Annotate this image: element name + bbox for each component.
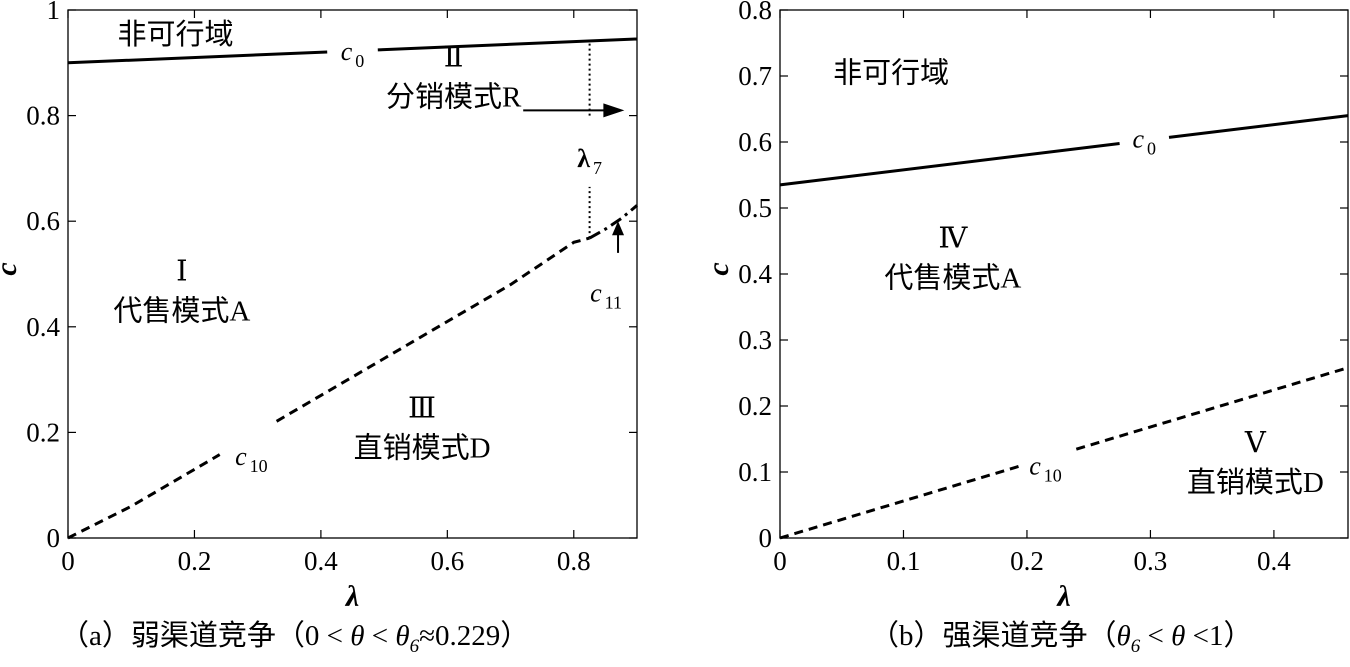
region-label: 非可行域 (117, 18, 233, 51)
series-line-c10 (1075, 366, 1349, 451)
caption-b-theta6: θ (1116, 620, 1131, 652)
chart-panel-b: 0 0.1 0.2 0.3 0.4 0 0.1 0.2 0.3 0.4 0.5 0.6 0.7 0.8 λ c… (675, 0, 1350, 613)
region-text: 直销模式D (354, 432, 491, 465)
region-label: Ⅱ 分销模式R (386, 42, 522, 114)
caption-a: （a）弱渠道竞争（0 < θ < θ6≈0.229） (60, 616, 530, 657)
x-tick-label: 0.4 (1257, 546, 1291, 576)
x-tick-label: 0.2 (178, 546, 212, 576)
plot-frame (67, 9, 638, 539)
arrow-c11-head (612, 221, 625, 236)
x-tick-label: 0.1 (887, 546, 921, 576)
y-tick-label: 0.8 (738, 0, 772, 25)
caption-a-close: ≈0.229） (419, 620, 530, 652)
series-line-c11 (588, 204, 638, 240)
series-line-c10 (779, 464, 1022, 540)
caption-b-theta: θ (1171, 620, 1186, 652)
region-text: 非可行域 (117, 18, 233, 51)
y-tick-label: 0.7 (738, 61, 772, 91)
y-tick-label: 0.3 (738, 325, 772, 355)
series-label-c11: c 11 (590, 278, 622, 312)
region-numeral: Ⅱ (444, 42, 464, 74)
arrow-region-ii-head (603, 103, 625, 118)
region-text: 分销模式R (386, 81, 522, 114)
y-tick-label: 0.6 (26, 206, 60, 236)
x-tick-label: 0 (773, 546, 787, 576)
y-tick-label: 0.5 (738, 193, 772, 223)
y-tick-label: 0.8 (26, 101, 60, 131)
x-tick-label: 0.8 (557, 546, 591, 576)
x-axis-label: λ (344, 580, 359, 610)
y-tick-label: 0.1 (738, 457, 772, 487)
caption-b: （b）强渠道竞争（θ6 < θ <1） (870, 616, 1253, 657)
y-tick-label: 0.2 (26, 417, 60, 447)
x-tick-label: 0.6 (430, 546, 464, 576)
x-tick-label: 0.2 (1010, 546, 1044, 576)
y-tick-label: 0.4 (26, 312, 60, 342)
region-numeral: Ⅳ (938, 222, 968, 254)
caption-a-theta6: θ (395, 620, 410, 652)
y-tick-label: 0.2 (738, 391, 772, 421)
region-text: 非可行域 (833, 57, 949, 90)
region-label: Ⅰ 代售模式A (113, 255, 250, 327)
chart-b-svg: 0 0.1 0.2 0.3 0.4 0 0.1 0.2 0.3 0.4 0.5 0.6 0.7 0.8 λ c… (702, 0, 1349, 613)
y-tick-label: 0.6 (738, 127, 772, 157)
y-axis-label: c (702, 262, 735, 275)
caption-b-open: （b）强渠道竞争（ (870, 620, 1117, 652)
region-label: Ⅴ 直销模式D (1187, 427, 1324, 499)
series-label-c10: c 10 (235, 442, 268, 476)
region-text: 代售模式A (113, 294, 250, 327)
y-tick-label: 0 (47, 523, 61, 553)
chart-a-svg: 0 0.2 0.4 0.6 0.8 0 0.2 0.4 0.6 0.8 1 λ c c0 c10 λ7 c11 非… (0, 0, 638, 613)
caption-a-theta: θ (350, 620, 365, 652)
caption-a-lt: < (364, 620, 396, 652)
x-axis-label: λ (1055, 580, 1070, 610)
caption-a-open: （a）弱渠道竞争（0 < (60, 620, 351, 652)
region-numeral: Ⅴ (1244, 427, 1267, 459)
caption-b-close: <1） (1185, 620, 1253, 652)
series-line-c0 (1168, 114, 1349, 139)
caption-b-lt: < (1140, 620, 1172, 652)
y-tick-label: 1 (47, 0, 61, 25)
series-label-c10: c 10 (1029, 451, 1062, 485)
region-text: 直销模式D (1187, 466, 1324, 499)
region-label: Ⅲ 直销模式D (354, 393, 491, 465)
caption-b-sub: 6 (1130, 635, 1141, 657)
series-line-c0 (377, 37, 638, 52)
caption-a-sub: 6 (409, 635, 420, 657)
chart-panel-a: 0 0.2 0.4 0.6 0.8 0 0.2 0.4 0.6 0.8 1 λ c c0 c10 λ7 c11 非… (0, 0, 675, 613)
x-tick-label: 0.3 (1134, 546, 1168, 576)
x-tick-label: 0 (61, 546, 75, 576)
y-tick-label: 0.4 (738, 259, 772, 289)
y-axis-label: c (0, 262, 23, 275)
region-numeral: Ⅲ (408, 393, 436, 425)
region-text: 代售模式A (884, 261, 1021, 294)
series-line-c10 (275, 236, 590, 423)
series-line-c10 (67, 453, 221, 540)
series-line-c0 (779, 142, 1120, 187)
region-label: Ⅳ 代售模式A (884, 222, 1021, 294)
y-tick-label: 0 (759, 523, 773, 553)
series-line-c0 (67, 50, 328, 65)
region-label: 非可行域 (833, 57, 949, 90)
region-numeral: Ⅰ (176, 255, 187, 287)
x-tick-label: 0.4 (304, 546, 338, 576)
